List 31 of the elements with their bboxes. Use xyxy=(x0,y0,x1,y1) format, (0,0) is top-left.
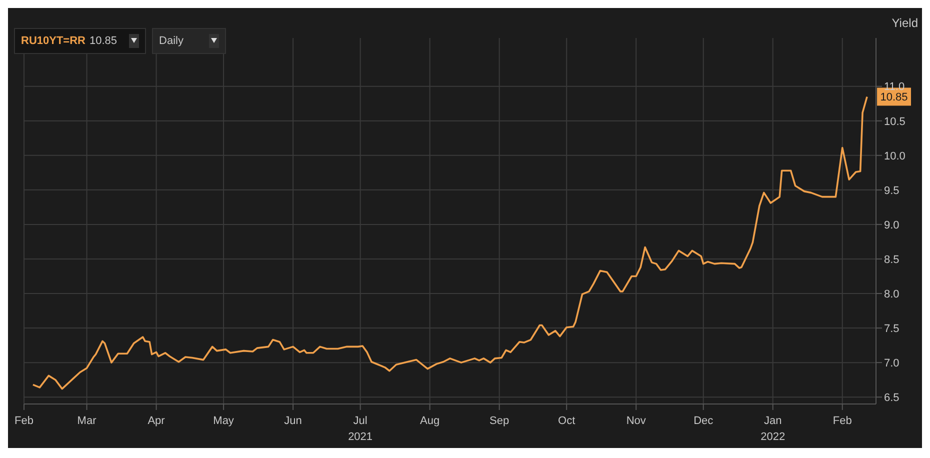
x-tick-label: Jun xyxy=(284,415,302,427)
x-tick-label: Jan 2022 xyxy=(760,415,786,443)
y-tick-label: 9.0 xyxy=(884,219,900,232)
y-tick-label: 6.5 xyxy=(884,392,900,404)
y-tick-label: 7.0 xyxy=(884,357,900,370)
x-tick-label: Mar xyxy=(77,415,97,427)
y-tick-label: 9.5 xyxy=(884,184,900,197)
y-axis-title: Yield xyxy=(892,16,918,30)
y-tick-label: 11.0 xyxy=(884,81,905,94)
y-tick-label: 8.0 xyxy=(884,288,900,300)
annotation: 10.85 xyxy=(90,35,118,47)
annotation: 10.85 xyxy=(880,92,908,104)
x-tick-label: Feb xyxy=(14,415,34,427)
y-tick-label: 10.5 xyxy=(884,116,906,128)
y-tick-label: 10.0 xyxy=(884,150,906,162)
x-tick-label: Dec xyxy=(694,415,714,427)
x-tick-label: Feb xyxy=(832,415,852,427)
y-tick-label: 7.5 xyxy=(884,322,900,335)
x-tick-label: Sep xyxy=(490,415,510,427)
line-series xyxy=(32,96,868,390)
x-tick-label: May xyxy=(213,415,234,427)
x-tick-label: Apr xyxy=(148,415,166,427)
x-tick-label: Nov xyxy=(626,415,646,427)
annotation: RU10YT=RR xyxy=(21,35,86,47)
instrument-field: RU10YT=RR 10.85 xyxy=(14,28,146,54)
annotation: Daily xyxy=(159,35,184,47)
x-tick-label: Jul 2021 xyxy=(348,415,373,443)
interval-field: Daily xyxy=(152,28,226,54)
y-tick-label: 8.5 xyxy=(884,254,900,266)
x-tick-label: Oct xyxy=(558,415,576,427)
x-tick-label: Aug xyxy=(420,415,440,427)
